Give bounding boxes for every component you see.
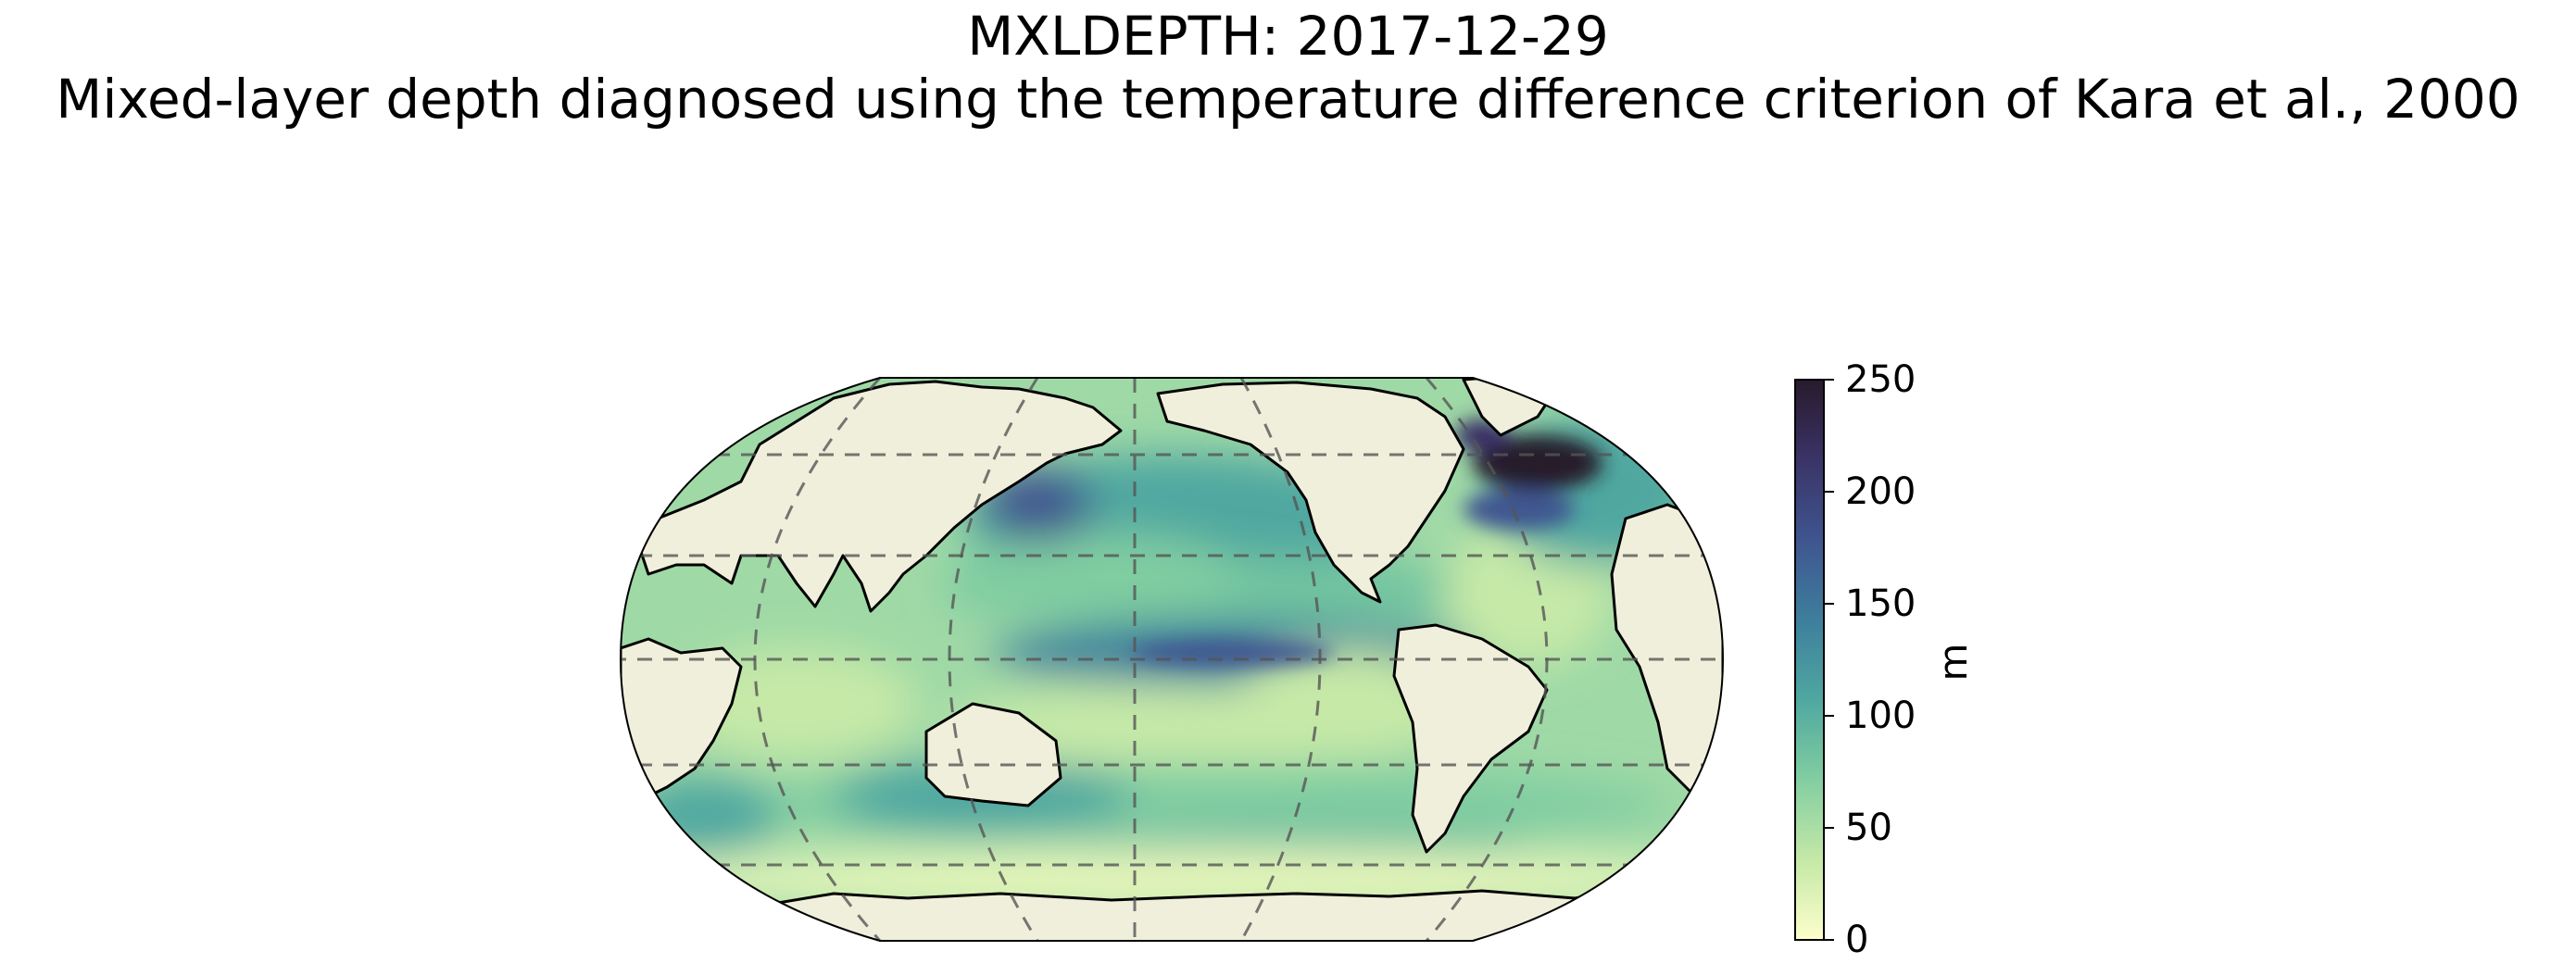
colorbar [1794,379,1825,941]
colorbar-tick-250: 250 [1845,358,1916,401]
landmass-antarctica [621,887,1723,941]
graticule [621,378,1723,941]
colorbar-tick-200: 200 [1845,470,1916,513]
figure-title: MXLDEPTH: 2017-12-29 [967,5,1609,68]
colorbar-tick-0: 0 [1845,919,1869,961]
land-masses [621,378,1723,941]
colorbar-tick-100: 100 [1845,694,1916,737]
landmass-north-america [1156,381,1465,604]
landmass-south-america [1392,623,1549,854]
landmass-australia [924,702,1062,807]
colorbar-tick-50: 50 [1845,807,1892,849]
colorbar-unit-label: m [1930,643,1976,682]
colorbar-tick-150: 150 [1845,582,1916,625]
figure-subtitle: Mixed-layer depth diagnosed using the te… [56,68,2520,131]
colorbar-ticks [1824,379,1834,941]
map-boundary [619,377,1725,942]
